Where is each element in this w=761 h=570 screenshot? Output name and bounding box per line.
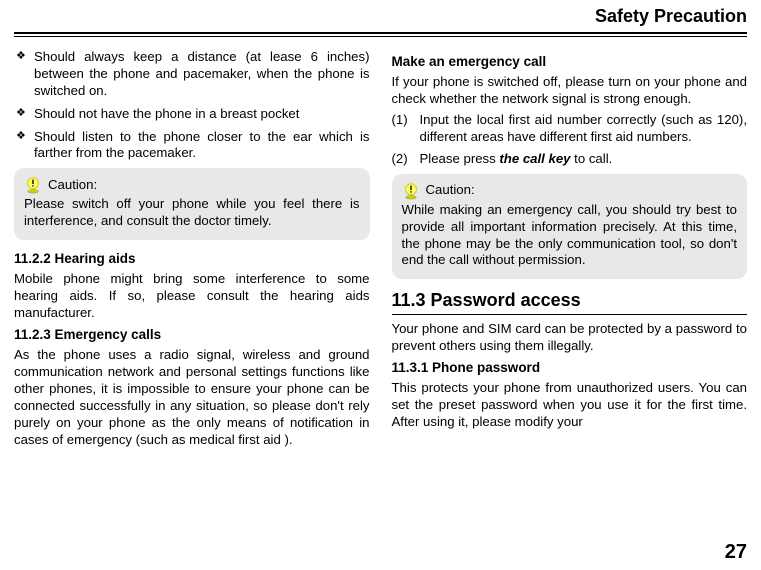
numbered-list: (1) Input the local first aid number cor… — [392, 112, 748, 168]
right-column: Make an emergency call If your phone is … — [392, 49, 748, 453]
header-title: Safety Precaution — [595, 6, 747, 26]
body-paragraph: Mobile phone might bring some interferen… — [14, 271, 370, 322]
caution-header: Caution: — [402, 182, 738, 200]
warning-icon — [402, 182, 420, 200]
page-header: Safety Precaution — [14, 0, 747, 30]
caution-label: Caution: — [48, 177, 97, 194]
content-columns: Should always keep a distance (at lease … — [14, 49, 747, 453]
body-paragraph: As the phone uses a radio signal, wirele… — [14, 347, 370, 448]
subsection-heading: 11.2.2 Hearing aids — [14, 250, 370, 267]
caution-box: Caution: Please switch off your phone wh… — [14, 168, 370, 240]
list-item: (2) Please press the call key to call. — [392, 151, 748, 168]
subsection-heading: 11.3.1 Phone password — [392, 359, 748, 376]
text-part: to call. — [571, 151, 613, 166]
caution-body: Please switch off your phone while you f… — [24, 196, 360, 230]
caution-header: Caution: — [24, 176, 360, 194]
subsection-heading: 11.2.3 Emergency calls — [14, 326, 370, 343]
text-part: Please press — [420, 151, 500, 166]
item-text: Please press the call key to call. — [420, 151, 613, 166]
bullet-text: Should listen to the phone closer to the… — [34, 129, 370, 161]
subsection-heading: Make an emergency call — [392, 53, 748, 70]
item-number: (2) — [392, 151, 408, 168]
caution-body: While making an emergency call, you shou… — [402, 202, 738, 270]
item-number: (1) — [392, 112, 408, 129]
emphasis-text: the call key — [499, 151, 570, 166]
bullet-list: Should always keep a distance (at lease … — [14, 49, 370, 162]
list-item: Should always keep a distance (at lease … — [14, 49, 370, 100]
header-rule — [14, 32, 747, 37]
bullet-text: Should not have the phone in a breast po… — [34, 106, 299, 121]
body-paragraph: Your phone and SIM card can be protected… — [392, 321, 748, 355]
item-text: Input the local first aid number correct… — [420, 112, 748, 144]
body-paragraph: If your phone is switched off, please tu… — [392, 74, 748, 108]
body-paragraph: This protects your phone from unauthoriz… — [392, 380, 748, 431]
left-column: Should always keep a distance (at lease … — [14, 49, 370, 453]
caution-box: Caution: While making an emergency call,… — [392, 174, 748, 280]
list-item: (1) Input the local first aid number cor… — [392, 112, 748, 146]
list-item: Should listen to the phone closer to the… — [14, 129, 370, 163]
page-number: 27 — [725, 541, 747, 564]
caution-label: Caution: — [426, 182, 475, 199]
list-item: Should not have the phone in a breast po… — [14, 106, 370, 123]
section-heading: 11.3 Password access — [392, 289, 748, 312]
section-rule — [392, 314, 748, 315]
bullet-text: Should always keep a distance (at lease … — [34, 49, 370, 98]
warning-icon — [24, 176, 42, 194]
